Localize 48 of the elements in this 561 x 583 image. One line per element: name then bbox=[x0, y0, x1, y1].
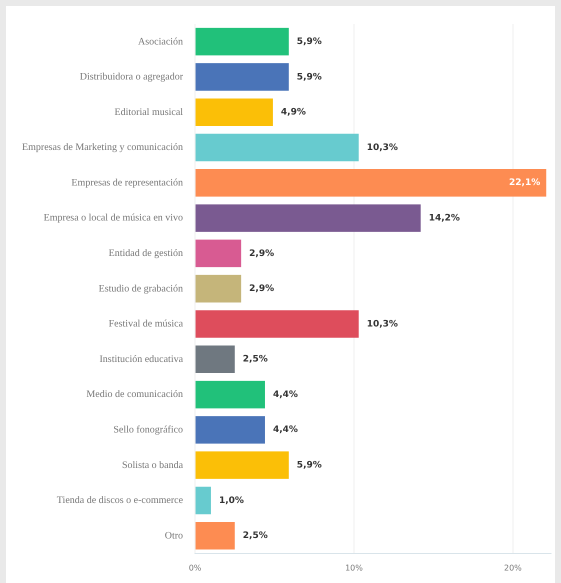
bar bbox=[196, 451, 289, 479]
data-label: 2,9% bbox=[249, 284, 274, 294]
bar bbox=[196, 522, 235, 550]
data-label: 14,2% bbox=[428, 213, 460, 224]
data-label: 10,3% bbox=[366, 142, 398, 153]
y-tick-label: Empresa o local de música en vivo bbox=[44, 212, 184, 224]
y-tick-label: Distribuidora o agregador bbox=[80, 72, 184, 83]
data-label: 5,9% bbox=[296, 460, 322, 471]
bar bbox=[196, 416, 265, 444]
bar bbox=[196, 169, 546, 197]
y-tick-label: Institución educativa bbox=[99, 354, 184, 365]
y-tick-label: Asociación bbox=[138, 36, 184, 48]
data-label: 2,5% bbox=[242, 531, 268, 542]
data-label: 2,5% bbox=[242, 354, 268, 365]
data-label: 4,4% bbox=[272, 390, 298, 400]
data-label: 4,4% bbox=[272, 425, 298, 436]
bar bbox=[196, 240, 242, 268]
bar bbox=[196, 346, 235, 374]
data-label: 1,0% bbox=[218, 496, 244, 506]
y-tick-label: Festival de música bbox=[108, 318, 184, 330]
y-tick-label: Otro bbox=[164, 530, 184, 542]
data-label: 5,9% bbox=[296, 36, 322, 47]
x-tick-label: 0% bbox=[188, 563, 202, 572]
x-tick-label: 10% bbox=[345, 563, 364, 572]
data-label: 22,1% bbox=[509, 178, 540, 188]
bar bbox=[196, 134, 359, 162]
bar bbox=[196, 486, 211, 514]
bar bbox=[196, 63, 289, 91]
y-tick-label: Empresas de Marketing y comunicación bbox=[22, 142, 184, 154]
bar bbox=[196, 380, 265, 408]
y-tick-label: Empresas de representación bbox=[71, 177, 184, 188]
data-label: 2,9% bbox=[249, 248, 274, 259]
y-tick-label: Medio de comunicación bbox=[86, 389, 184, 400]
y-tick-label: Sello fonográfico bbox=[113, 424, 184, 436]
bar bbox=[196, 28, 289, 56]
data-label: 4,9% bbox=[280, 108, 306, 118]
y-tick-label: Estudio de grabación bbox=[98, 283, 184, 294]
y-tick-label: Solista o banda bbox=[122, 460, 184, 471]
bar bbox=[196, 274, 242, 302]
data-label: 10,3% bbox=[366, 319, 398, 330]
bar bbox=[196, 98, 273, 126]
bar bbox=[196, 310, 359, 338]
y-tick-label: Entidad de gestión bbox=[108, 248, 184, 260]
y-tick-label: Tienda de discos o e-commerce bbox=[56, 495, 184, 506]
data-label: 5,9% bbox=[296, 72, 322, 82]
y-tick-label: Editorial musical bbox=[114, 106, 184, 118]
x-tick-label: 20% bbox=[504, 563, 522, 572]
bar bbox=[196, 204, 421, 232]
